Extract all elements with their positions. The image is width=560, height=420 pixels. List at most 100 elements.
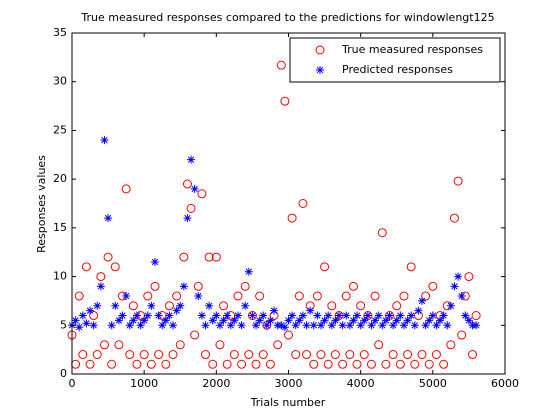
asterisk-marker (266, 316, 275, 325)
asterisk-marker (472, 321, 481, 330)
circle-marker (370, 291, 380, 301)
circle-marker (457, 330, 467, 340)
asterisk-marker (154, 311, 163, 320)
asterisk-marker (241, 301, 250, 310)
asterisk-marker (125, 321, 134, 330)
circle-marker (233, 291, 243, 301)
circle-marker (284, 330, 293, 340)
circle-marker (316, 350, 326, 360)
asterisk-marker (421, 321, 430, 330)
asterisk-marker (457, 292, 466, 301)
circle-marker (352, 359, 362, 369)
asterisk-marker (414, 306, 423, 315)
circle-marker (359, 350, 369, 360)
circle-marker (89, 311, 99, 321)
asterisk-marker (280, 323, 289, 332)
circle-marker (150, 281, 160, 291)
circle-marker (139, 350, 149, 360)
circle-marker (121, 184, 131, 194)
asterisk-marker (197, 311, 206, 320)
circle-marker (265, 359, 275, 369)
asterisk-marker (360, 316, 369, 325)
circle-marker (99, 340, 109, 350)
asterisk-marker (96, 282, 105, 291)
asterisk-marker (443, 321, 452, 330)
circle-marker (374, 340, 384, 350)
asterisk-marker (371, 316, 380, 325)
circle-marker (410, 359, 420, 369)
circle-marker (132, 359, 142, 369)
asterisk-marker (288, 311, 297, 320)
y-axis-label: Responses values (35, 155, 48, 253)
circle-marker (258, 350, 268, 360)
circle-marker (453, 176, 463, 186)
asterisk-marker (259, 311, 268, 320)
circle-marker (125, 350, 135, 360)
asterisk-marker (118, 311, 127, 320)
circle-marker (428, 281, 438, 291)
circle-marker (471, 311, 481, 321)
asterisk-marker (335, 311, 344, 320)
circle-marker (276, 60, 286, 70)
asterisk-marker (454, 272, 463, 281)
asterisk-marker (165, 311, 174, 320)
circle-marker (190, 330, 200, 340)
asterisk-marker (244, 267, 253, 276)
asterisk-marker (190, 184, 199, 193)
asterisk-marker (436, 316, 445, 325)
asterisk-marker (111, 301, 120, 310)
asterisk-marker (295, 316, 304, 325)
circle-marker (211, 252, 221, 262)
asterisk-marker (176, 301, 185, 310)
legend-label: Predicted responses (342, 63, 453, 76)
asterisk-marker (205, 301, 214, 310)
asterisk-marker (418, 296, 427, 305)
circle-marker (312, 291, 322, 301)
asterisk-marker (353, 311, 362, 320)
circle-marker (172, 291, 182, 301)
circle-marker (74, 291, 84, 301)
circle-marker (294, 291, 304, 301)
chart-title: True measured responses compared to the … (80, 11, 494, 24)
asterisk-marker (208, 316, 217, 325)
asterisk-marker (403, 316, 412, 325)
asterisk-marker (114, 316, 123, 325)
asterisk-marker (104, 214, 113, 223)
asterisk-marker (93, 301, 102, 310)
circle-marker (273, 340, 283, 350)
circle-marker (406, 262, 416, 272)
asterisk-marker (122, 292, 131, 301)
asterisk-marker (298, 311, 307, 320)
asterisk-marker (82, 319, 91, 328)
asterisk-marker (363, 311, 372, 320)
asterisk-marker (356, 321, 365, 330)
asterisk-marker (194, 292, 203, 301)
asterisk-marker (78, 311, 87, 320)
circle-marker (164, 301, 174, 311)
circle-marker (182, 179, 192, 189)
asterisk-marker (461, 311, 470, 320)
asterisk-marker (89, 321, 98, 330)
circle-marker (215, 340, 225, 350)
y-tick-label: 25 (53, 123, 67, 136)
asterisk-marker (407, 311, 416, 320)
asterisk-marker (183, 214, 192, 223)
circle-marker (421, 291, 431, 301)
asterisk-marker (342, 311, 351, 320)
asterisk-marker (212, 311, 221, 320)
circle-marker (287, 213, 297, 223)
asterisk-marker (172, 306, 181, 315)
circle-marker (291, 350, 301, 360)
circle-marker (327, 301, 337, 311)
circle-marker (323, 359, 333, 369)
asterisk-marker (248, 311, 257, 320)
circle-marker (222, 359, 232, 369)
asterisk-marker (150, 257, 159, 266)
circle-marker (204, 252, 214, 262)
asterisk-marker (396, 311, 405, 320)
x-axis-label: Trials number (250, 396, 326, 409)
asterisk-marker (399, 321, 408, 330)
circle-marker (330, 350, 340, 360)
circle-marker (107, 359, 117, 369)
asterisk-marker (158, 321, 167, 330)
